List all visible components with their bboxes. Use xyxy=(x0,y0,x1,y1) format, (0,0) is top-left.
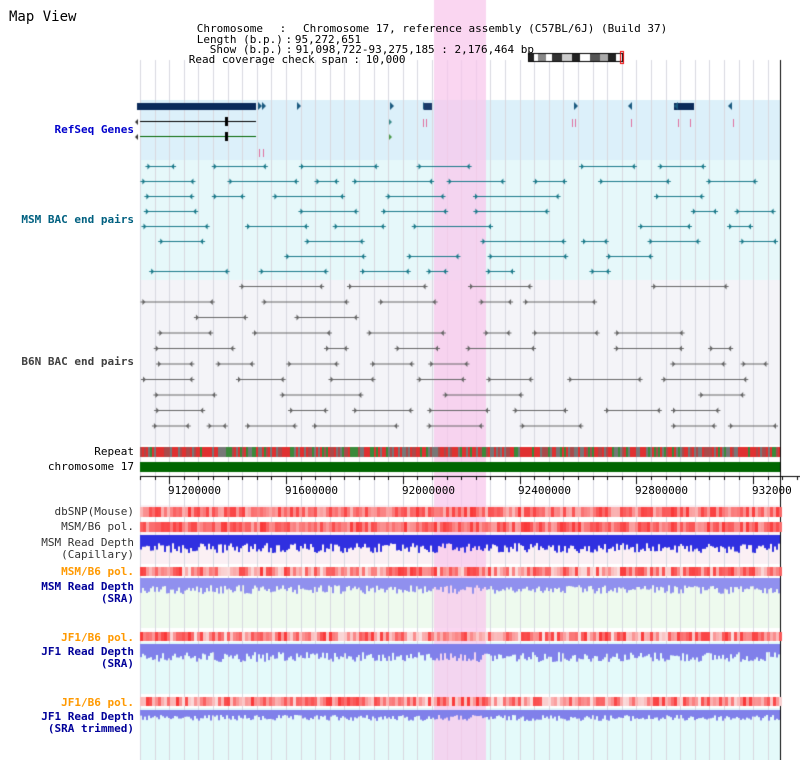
page-title: Map View xyxy=(9,9,77,25)
track-label-msm-read-depth-capillary[interactable]: MSM Read Depth (Capillary) xyxy=(41,536,134,561)
axis-tick-label: 91200000 xyxy=(168,484,221,497)
length-value: 95,272,651 xyxy=(294,33,362,46)
track-label-jf1-b6-pol-2[interactable]: JF1/B6 pol. xyxy=(61,696,134,709)
axis-tick-label: 92000000 xyxy=(402,484,455,497)
track-label-msm-b6-pol[interactable]: MSM/B6 pol. xyxy=(61,520,134,533)
chromosome-value: Chromosome 17, reference assembly (C57BL… xyxy=(302,22,668,35)
track-label-dbsnp[interactable]: dbSNP(Mouse) xyxy=(54,505,134,518)
show-key: Show (b.p.) xyxy=(209,43,283,56)
axis-tick-label: 92800000 xyxy=(635,484,688,497)
show-value: 91,098,722-93,275,185 : 2,176,464 bp xyxy=(295,43,535,56)
track-label-jf1-read-depth-sra[interactable]: JF1 Read Depth (SRA) xyxy=(41,645,134,670)
track-label-msm-bac[interactable]: MSM BAC end pairs xyxy=(21,213,134,226)
coverage-key: Read coverage check span xyxy=(188,53,348,66)
length-key: Length (b.p.) xyxy=(196,33,283,46)
axis-tick-label: 932000 xyxy=(752,484,792,497)
track-label-b6n-bac[interactable]: B6N BAC end pairs xyxy=(21,355,134,368)
axis-tick-label: 92400000 xyxy=(518,484,571,497)
track-label-jf1-read-depth-trimmed[interactable]: JF1 Read Depth (SRA trimmed) xyxy=(41,710,134,735)
coverage-value: 10,000 xyxy=(365,53,406,66)
chromosome-ideogram[interactable] xyxy=(528,52,626,63)
track-label-repeat[interactable]: Repeat xyxy=(94,445,134,458)
track-label-jf1-b6-pol[interactable]: JF1/B6 pol. xyxy=(61,631,134,644)
track-label-msm-read-depth-sra[interactable]: MSM Read Depth (SRA) xyxy=(41,580,134,605)
track-label-chromosome[interactable]: chromosome 17 xyxy=(47,460,134,473)
track-label-refseq[interactable]: RefSeq Genes xyxy=(54,123,134,136)
chromosome-key: Chromosome xyxy=(196,22,263,35)
track-label-msm-b6-pol-sra[interactable]: MSM/B6 pol. xyxy=(61,565,134,578)
axis-tick-label: 91600000 xyxy=(285,484,338,497)
